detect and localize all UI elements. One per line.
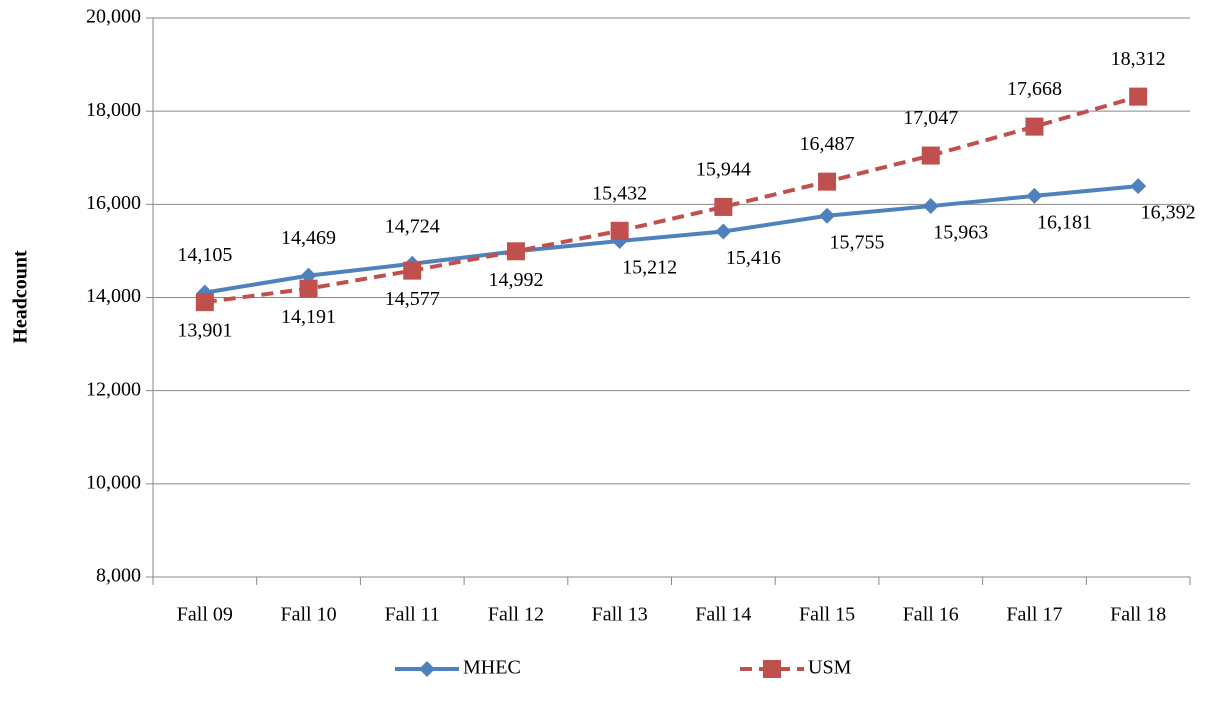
data-label: 15,212 (622, 257, 677, 279)
legend-label: USM (808, 657, 852, 679)
marker (715, 223, 732, 240)
legend-marker (419, 661, 435, 677)
data-label: 17,668 (1007, 78, 1062, 100)
marker (819, 207, 836, 224)
data-label: 14,724 (385, 215, 440, 237)
y-tick-label: 20,000 (86, 6, 141, 28)
y-tick-label: 16,000 (86, 192, 141, 214)
data-label: 15,755 (830, 231, 885, 253)
data-label: 14,577 (385, 288, 440, 310)
marker (195, 293, 214, 312)
data-label: 14,469 (281, 227, 336, 249)
x-tick-label: Fall 15 (799, 604, 855, 626)
data-label: 15,432 (592, 182, 647, 204)
x-tick-label: Fall 10 (280, 604, 336, 626)
data-label: 15,416 (726, 247, 781, 269)
series-line (204, 184, 1139, 295)
x-tick-label: Fall 12 (488, 604, 544, 626)
data-label: 16,487 (800, 133, 855, 155)
y-tick-label: 18,000 (86, 99, 141, 121)
marker (1025, 117, 1044, 136)
y-tick-label: 10,000 (86, 471, 141, 493)
y-axis-title: Headcount (10, 250, 32, 344)
x-tick-label: Fall 14 (695, 604, 751, 626)
data-label: 14,992 (488, 269, 543, 291)
x-tick-label: Fall 13 (592, 604, 648, 626)
y-tick-label: 14,000 (86, 285, 141, 307)
marker (921, 146, 940, 165)
data-label: 15,963 (933, 222, 988, 244)
data-label: 16,392 (1141, 202, 1196, 224)
x-tick-label: Fall 17 (1006, 604, 1062, 626)
data-label: 17,047 (903, 107, 958, 129)
x-tick-label: Fall 11 (385, 604, 440, 626)
marker (506, 242, 525, 261)
marker (610, 221, 629, 240)
x-tick-label: Fall 16 (903, 604, 959, 626)
legend-label: MHEC (463, 657, 521, 679)
marker (818, 172, 837, 191)
data-label: 15,944 (696, 159, 751, 181)
marker (1130, 178, 1147, 195)
marker (714, 197, 733, 216)
marker (299, 279, 318, 298)
marker (1129, 87, 1148, 106)
data-label: 18,312 (1111, 48, 1166, 70)
y-tick-label: 12,000 (86, 378, 141, 400)
marker (922, 198, 939, 215)
data-label: 13,901 (177, 320, 232, 342)
data-label: 14,191 (281, 306, 336, 328)
marker (403, 261, 422, 280)
series-line (204, 94, 1139, 305)
marker (1026, 187, 1043, 204)
data-label: 16,181 (1037, 211, 1092, 233)
x-tick-label: Fall 09 (177, 604, 233, 626)
data-label: 14,105 (177, 244, 232, 266)
x-tick-label: Fall 18 (1110, 604, 1166, 626)
y-tick-label: 8,000 (96, 565, 141, 587)
legend-marker (763, 660, 781, 678)
